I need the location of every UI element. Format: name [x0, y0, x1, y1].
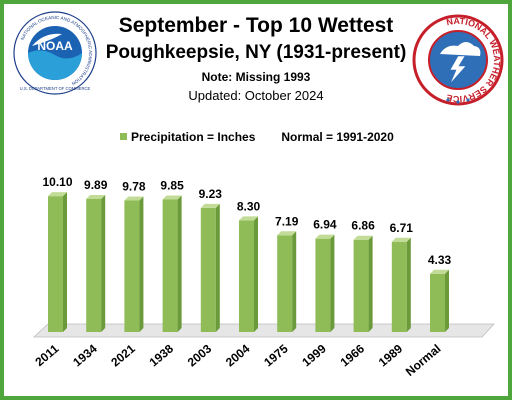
legend-swatch [120, 133, 127, 141]
bar-2011 [48, 192, 67, 332]
bar-1999 [315, 234, 335, 332]
value-label-2021: 9.78 [122, 179, 146, 193]
noaa-bottom-text: U.S. DEPARTMENT OF COMMERCE [20, 86, 91, 91]
bar-2004 [239, 216, 258, 332]
category-label-1934: 1934 [70, 341, 100, 369]
category-label-2011: 2011 [32, 341, 61, 369]
bar-2021 [124, 196, 144, 332]
value-label-2004: 8.30 [237, 199, 261, 213]
value-label-2011: 10.10 [42, 175, 72, 189]
updated-date: Updated: October 2024 [188, 88, 324, 103]
value-label-2003: 9.23 [199, 187, 223, 201]
bar-1975 [277, 231, 297, 332]
category-label-2003: 2003 [185, 341, 215, 369]
legend-entry-precipitation: Precipitation = Inches [131, 130, 256, 144]
category-label-1938: 1938 [147, 341, 177, 369]
category-label-2021: 2021 [108, 341, 138, 369]
legend-entry-normal: Normal = 1991-2020 [281, 130, 394, 144]
bar-1934 [86, 194, 106, 332]
value-label-1989: 6.71 [390, 221, 414, 235]
value-label-1999: 6.94 [313, 218, 337, 232]
bar-2003 [200, 203, 220, 332]
category-label-1966: 1966 [338, 341, 368, 369]
value-label-1966: 6.86 [351, 219, 375, 233]
chart-title: September - Top 10 Wettest [118, 14, 394, 37]
category-label-1999: 1999 [299, 341, 329, 369]
bar-1938 [162, 195, 182, 332]
chart-subtitle: Poughkeepsie, NY (1931-present) [105, 42, 407, 63]
bar-Normal [430, 269, 449, 332]
bar-1966 [353, 235, 373, 332]
chart-legend: Precipitation = Inches Normal = 1991-2020 [120, 130, 394, 144]
missing-data-note: Note: Missing 1993 [201, 70, 311, 84]
chart-floor [32, 323, 495, 338]
bar-chart: 10.10 9.89 9.78 9.85 9.23 8.30 7.19 6.94 6.86 6.7… [32, 175, 495, 379]
value-label-Normal: 4.33 [428, 253, 452, 267]
category-label-1989: 1989 [376, 341, 406, 369]
bar-1989 [391, 237, 411, 332]
value-label-1975: 7.19 [275, 214, 299, 228]
value-label-1938: 9.85 [160, 179, 184, 193]
category-label-2004: 2004 [223, 341, 253, 369]
noaa-logo-text: NOAA [37, 39, 73, 53]
nws-logo-icon: NATIONAL WEATHER SERVICE [412, 14, 504, 106]
category-label-1975: 1975 [261, 341, 291, 369]
noaa-logo-icon: NOAA NATIONAL OCEANIC AND ATMOSPHERIC AD… [13, 11, 97, 95]
category-label-Normal: Normal [403, 342, 444, 379]
value-label-1934: 9.89 [84, 178, 108, 192]
